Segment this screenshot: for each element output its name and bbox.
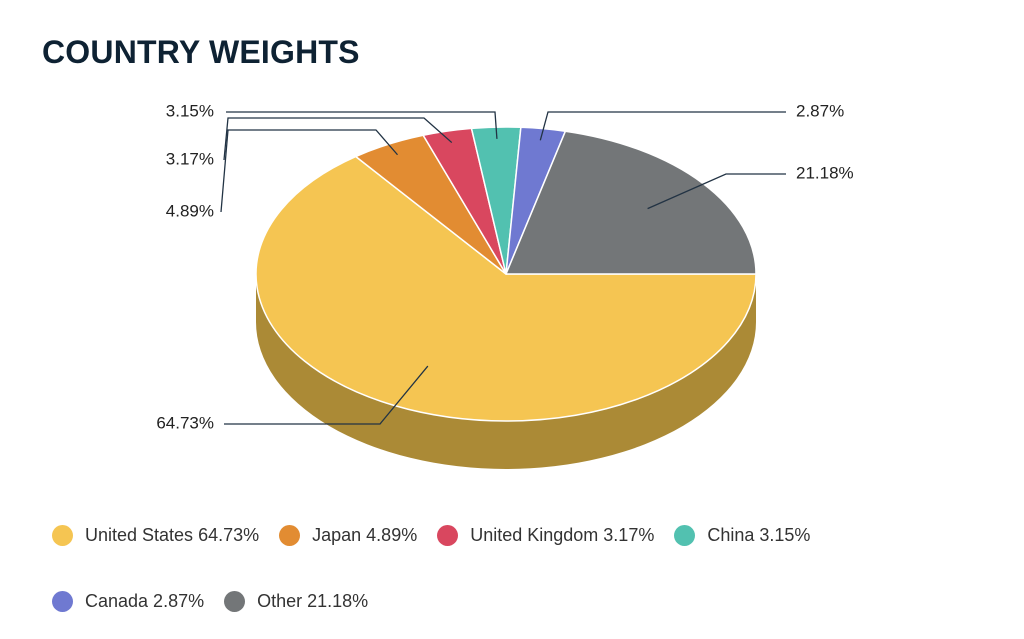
leader-line-united-kingdom: [223, 117, 453, 161]
legend-swatch: [437, 524, 459, 546]
legend-label: Canada 2.87%: [85, 591, 205, 611]
legend-item-other[interactable]: Other 21.18%: [224, 590, 368, 612]
legend-swatch: [279, 524, 301, 546]
leader-line-other: [647, 173, 786, 210]
slice-label-japan: 4.89%: [166, 201, 214, 220]
pie-slice-united-states[interactable]: [255, 155, 757, 422]
slice-labels: 64.73% 4.89% 3.17% 3.15% 2.87% 21.18%: [156, 101, 853, 432]
legend-label: United States 64.73%: [85, 525, 260, 545]
slice-label-china: 3.15%: [166, 101, 214, 120]
legend-item-japan[interactable]: Japan 4.89%: [279, 524, 417, 546]
legend-item-canada[interactable]: Canada 2.87%: [52, 590, 204, 612]
leader-line-china: [226, 111, 498, 139]
legend-swatch: [224, 590, 246, 612]
slice-label-other: 21.18%: [796, 163, 854, 182]
pie-slice-other[interactable]: [505, 130, 757, 275]
legend: United States 64.73% Japan 4.89% United Ki…: [52, 524, 952, 612]
leader-line-japan: [220, 129, 398, 213]
pie-chart: 64.73% 4.89% 3.17% 3.15% 2.87% 21.18%: [156, 101, 854, 469]
legend-item-united-kingdom[interactable]: United Kingdom 3.17%: [437, 524, 654, 546]
pie-slices: [255, 126, 757, 422]
legend-item-united-states[interactable]: United States 64.73%: [52, 524, 259, 546]
pie-3d-sides: [256, 274, 756, 469]
leader-line-canada: [539, 111, 786, 141]
pie-side-united-states: [256, 274, 756, 469]
leader-line-united-states: [224, 365, 429, 425]
legend-label: Japan 4.89%: [312, 525, 418, 545]
legend-label: China 3.15%: [707, 525, 811, 545]
legend-label: United Kingdom 3.17%: [470, 525, 655, 545]
label-connectors: [220, 111, 786, 425]
legend-swatch: [52, 590, 73, 612]
legend-label: Other 21.18%: [257, 591, 369, 611]
legend-swatch: [674, 524, 696, 546]
legend-item-china[interactable]: China 3.15%: [674, 524, 810, 546]
slice-label-united-states: 64.73%: [156, 413, 214, 432]
chart-title: COUNTRY WEIGHTS: [42, 34, 360, 70]
slice-label-united-kingdom: 3.17%: [166, 149, 214, 168]
slice-label-canada: 2.87%: [796, 101, 844, 120]
legend-swatch: [52, 524, 73, 546]
